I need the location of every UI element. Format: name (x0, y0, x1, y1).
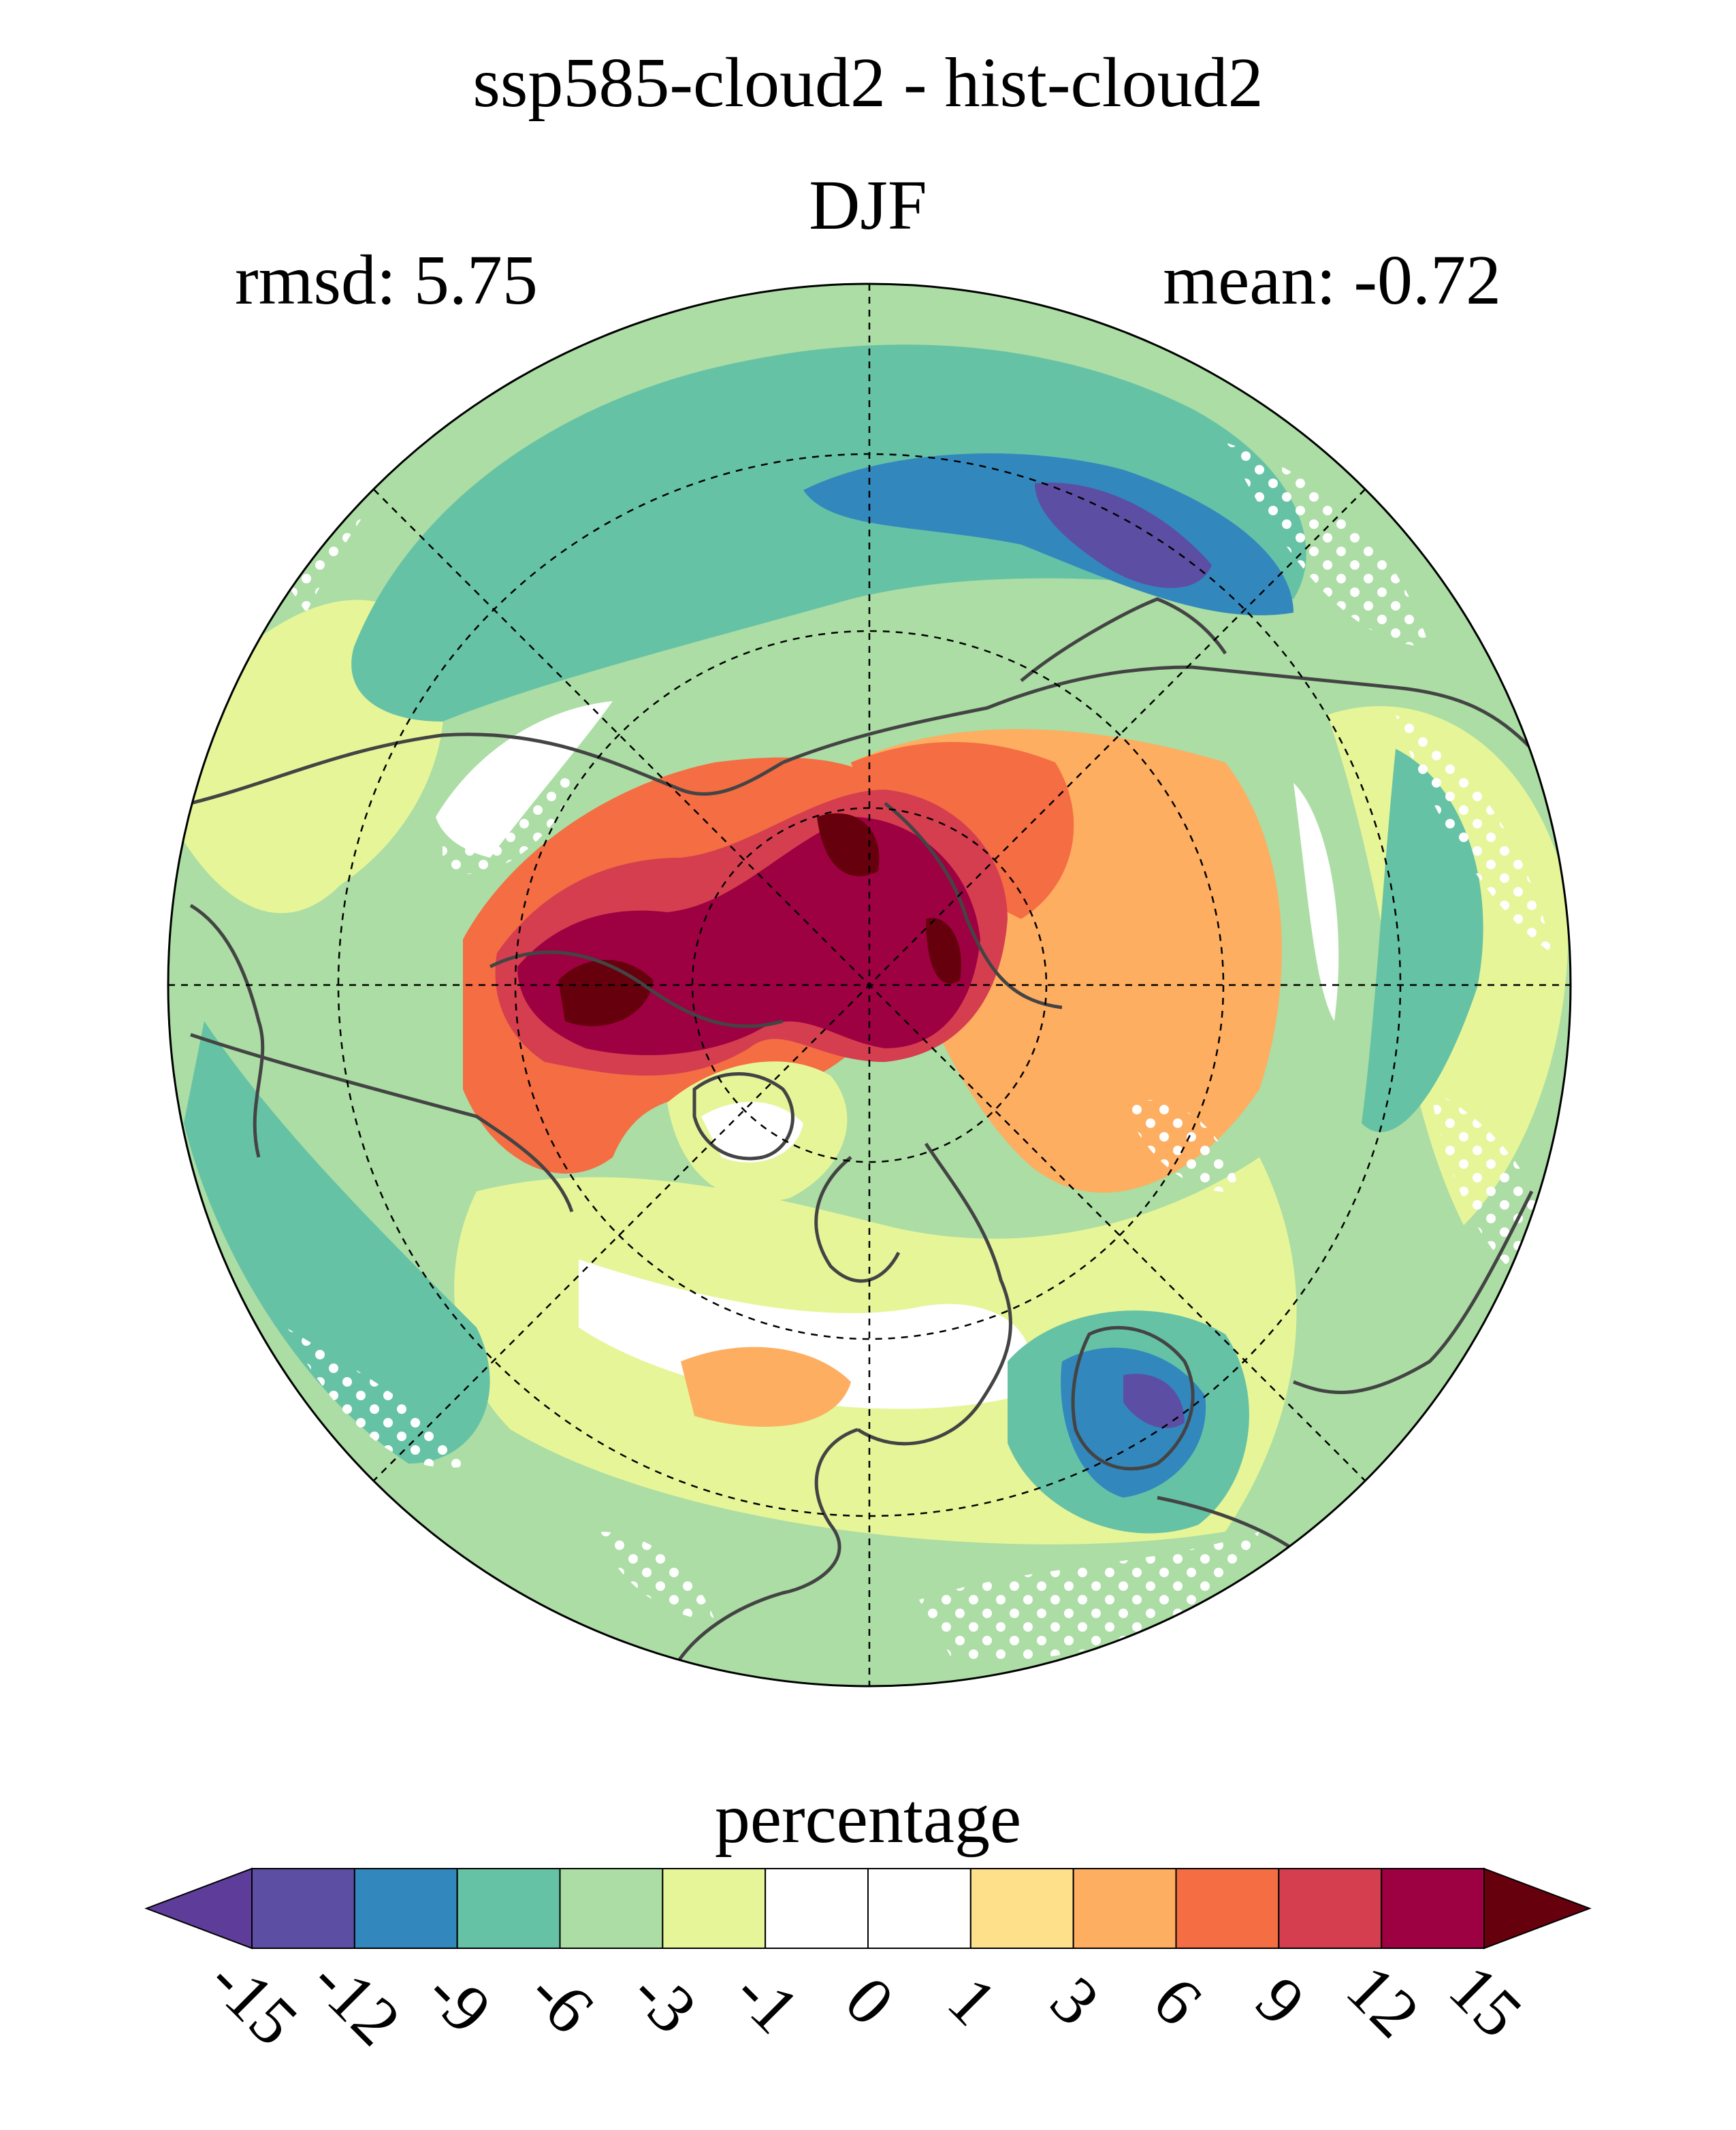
chart-title: ssp585-cloud2 - hist-cloud2 (472, 44, 1264, 122)
colorbar-swatch (251, 1868, 355, 1949)
mean-annotation: mean: -0.72 (1163, 241, 1501, 319)
colorbar-tick-label: 6 (1139, 1963, 1217, 2040)
colorbar-swatch (765, 1868, 869, 1949)
colorbar-tick-label: -6 (515, 1954, 608, 2048)
colorbar-swatch (1175, 1868, 1280, 1949)
colorbar-extend-low (144, 1867, 253, 1950)
colorbar-swatch (662, 1868, 767, 1949)
colorbar-tick-label: 12 (1332, 1950, 1434, 2052)
colorbar-tick-label: 9 (1242, 1963, 1319, 2040)
colorbar-tick-label: 15 (1435, 1950, 1537, 2052)
colorbar-tick-label: 3 (1036, 1963, 1114, 2040)
colorbar-swatch (1278, 1868, 1383, 1949)
colorbar-tick-label: 0 (831, 1963, 909, 2040)
colorbar-swatch (559, 1868, 664, 1949)
colorbar-swatch (456, 1868, 561, 1949)
colorbar-extend-high (1483, 1867, 1592, 1950)
colorbar-tick-label: 1 (933, 1963, 1011, 2040)
colorbar-swatch (969, 1868, 1074, 1949)
colorbar-tick-label: -3 (617, 1954, 711, 2048)
polar-map (167, 283, 1572, 1688)
colorbar-swatch (1072, 1868, 1177, 1949)
colorbar-swatch (353, 1868, 458, 1949)
field-layer (168, 284, 1571, 1686)
colorbar-swatch (1381, 1868, 1485, 1949)
chart-subtitle: DJF (809, 166, 927, 244)
colorbar-tick-label: -9 (412, 1954, 505, 2048)
rmsd-annotation: rmsd: 5.75 (235, 241, 538, 319)
colorbar-label: percentage (714, 1779, 1022, 1858)
colorbar-tick-label: -1 (720, 1954, 814, 2048)
colorbar-tick-label: -12 (298, 1942, 415, 2060)
colorbar-tick-label: -15 (195, 1942, 312, 2060)
colorbar-swatch (867, 1868, 971, 1949)
